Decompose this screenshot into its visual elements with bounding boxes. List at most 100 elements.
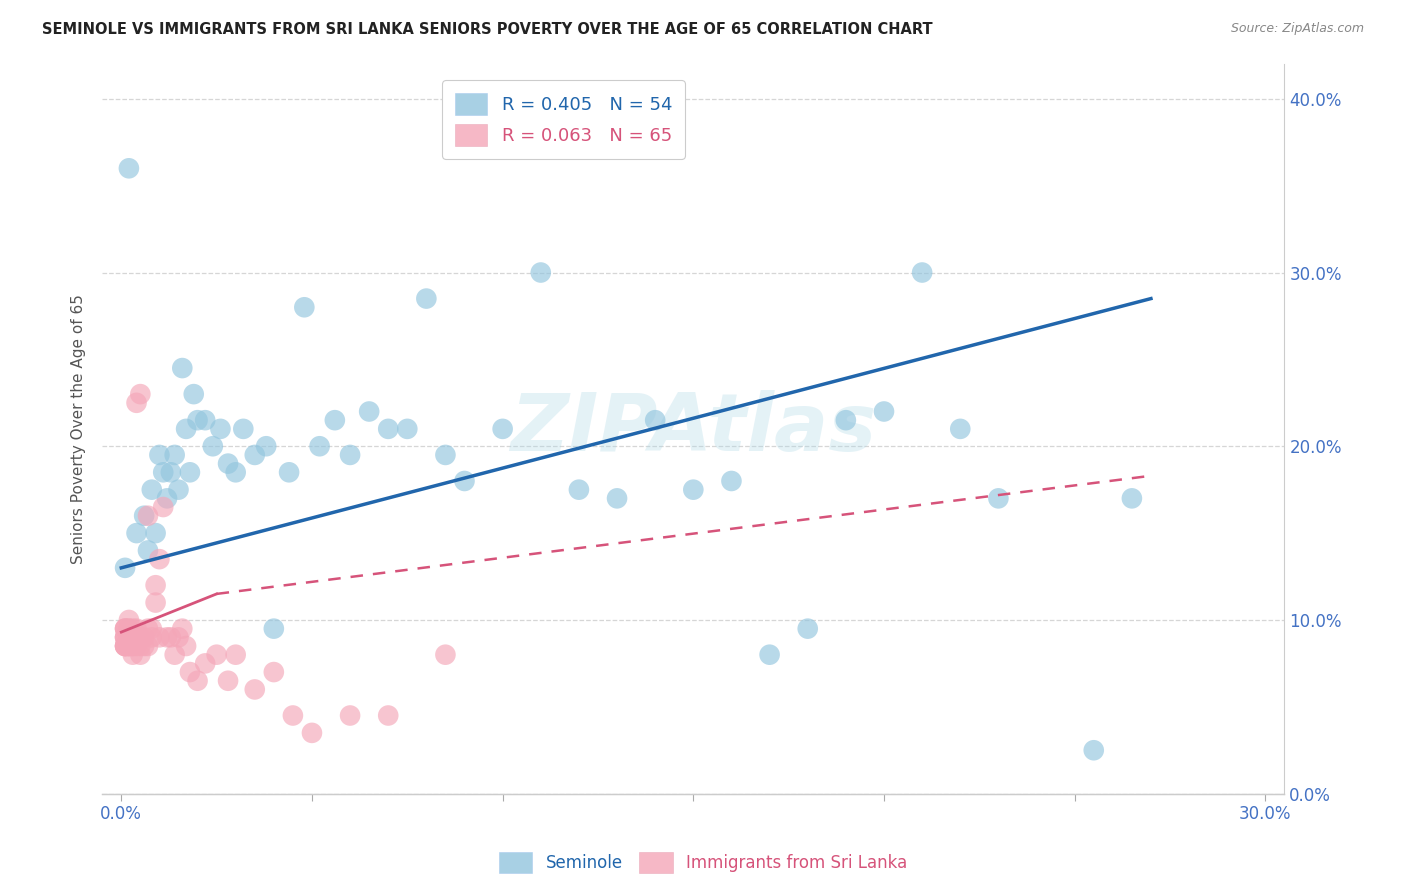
Point: [179, 665, 201, 679]
Point: [118, 639, 141, 653]
Point: [134, 639, 156, 653]
Point: [141, 622, 163, 636]
Point: [118, 630, 141, 644]
Point: [125, 396, 148, 410]
Point: [796, 622, 818, 636]
Point: [114, 630, 136, 644]
Point: [118, 613, 141, 627]
Text: SEMINOLE VS IMMIGRANTS FROM SRI LANKA SENIORS POVERTY OVER THE AGE OF 65 CORRELA: SEMINOLE VS IMMIGRANTS FROM SRI LANKA SE…: [42, 22, 932, 37]
Point: [114, 639, 136, 653]
Point: [179, 465, 201, 479]
Point: [949, 422, 972, 436]
Point: [201, 439, 224, 453]
Point: [434, 648, 457, 662]
Point: [134, 508, 156, 523]
Point: [415, 292, 437, 306]
Point: [205, 648, 228, 662]
Y-axis label: Seniors Poverty Over the Age of 65: Seniors Poverty Over the Age of 65: [72, 294, 86, 564]
Point: [125, 639, 148, 653]
Point: [225, 648, 247, 662]
Point: [156, 630, 179, 644]
Point: [114, 622, 136, 636]
Point: [118, 639, 141, 653]
Point: [152, 465, 174, 479]
Point: [125, 526, 148, 541]
Point: [292, 300, 315, 314]
Point: [873, 404, 896, 418]
Point: [160, 465, 183, 479]
Point: [125, 622, 148, 636]
Point: [156, 491, 179, 506]
Point: [187, 413, 209, 427]
Text: ZIPAtlas: ZIPAtlas: [510, 390, 876, 468]
Point: [243, 448, 266, 462]
Point: [145, 596, 167, 610]
Point: [114, 639, 136, 653]
Point: [758, 648, 780, 662]
Point: [167, 630, 190, 644]
Text: Source: ZipAtlas.com: Source: ZipAtlas.com: [1230, 22, 1364, 36]
Point: [114, 622, 136, 636]
Point: [682, 483, 704, 497]
Point: [167, 483, 190, 497]
Point: [121, 639, 143, 653]
Point: [174, 422, 197, 436]
Point: [453, 474, 475, 488]
Point: [134, 630, 156, 644]
Point: [129, 639, 152, 653]
Point: [145, 578, 167, 592]
Point: [129, 630, 152, 644]
Legend: Seminole, Immigrants from Sri Lanka: Seminole, Immigrants from Sri Lanka: [492, 846, 914, 880]
Point: [359, 404, 381, 418]
Point: [606, 491, 628, 506]
Point: [163, 648, 186, 662]
Point: [114, 630, 136, 644]
Point: [254, 439, 277, 453]
Point: [377, 708, 399, 723]
Point: [1083, 743, 1105, 757]
Point: [129, 648, 152, 662]
Point: [187, 673, 209, 688]
Point: [308, 439, 330, 453]
Point: [323, 413, 346, 427]
Point: [377, 422, 399, 436]
Point: [136, 622, 159, 636]
Point: [114, 561, 136, 575]
Point: [568, 483, 591, 497]
Point: [118, 639, 141, 653]
Point: [281, 708, 304, 723]
Point: [263, 665, 285, 679]
Point: [339, 708, 361, 723]
Point: [136, 543, 159, 558]
Point: [1121, 491, 1143, 506]
Point: [644, 413, 666, 427]
Point: [491, 422, 513, 436]
Point: [225, 465, 247, 479]
Point: [163, 448, 186, 462]
Point: [136, 639, 159, 653]
Point: [118, 630, 141, 644]
Point: [172, 622, 194, 636]
Point: [530, 266, 553, 280]
Point: [141, 483, 163, 497]
Legend: R = 0.405   N = 54, R = 0.063   N = 65: R = 0.405 N = 54, R = 0.063 N = 65: [443, 80, 685, 159]
Point: [121, 648, 143, 662]
Point: [121, 622, 143, 636]
Point: [148, 552, 170, 566]
Point: [148, 448, 170, 462]
Point: [114, 622, 136, 636]
Point: [118, 630, 141, 644]
Point: [720, 474, 742, 488]
Point: [217, 673, 239, 688]
Point: [835, 413, 858, 427]
Point: [209, 422, 232, 436]
Point: [118, 630, 141, 644]
Point: [911, 266, 934, 280]
Point: [194, 657, 217, 671]
Point: [129, 387, 152, 401]
Point: [114, 639, 136, 653]
Point: [114, 630, 136, 644]
Point: [434, 448, 457, 462]
Point: [118, 161, 141, 176]
Point: [118, 622, 141, 636]
